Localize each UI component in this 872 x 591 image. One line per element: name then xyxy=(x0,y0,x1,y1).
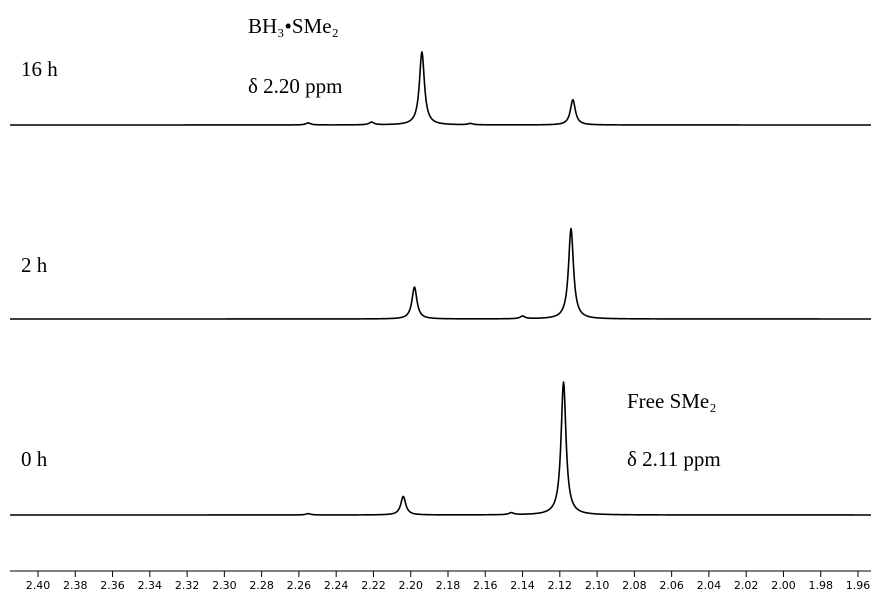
x-tick-label-18: 2.04 xyxy=(697,579,722,591)
x-tick-label-6: 2.28 xyxy=(249,579,274,591)
x-tick-label-22: 1.96 xyxy=(846,579,871,591)
annotations: BH₃•SMe₂ δ 2.20 ppm Free SMe₂ δ 2.11 ppm xyxy=(248,14,721,471)
x-tick-label-1: 2.38 xyxy=(63,579,88,591)
trace-label-0h: 0 h xyxy=(21,447,48,471)
spectrum-traces xyxy=(9,51,872,516)
x-tick-label-19: 2.02 xyxy=(734,579,759,591)
x-tick-label-20: 2.00 xyxy=(771,579,796,591)
x-axis-ticks: 2.40 2.38 2.36 2.34 2.32 2.30 2.28 2.26 2.24 2.22… xyxy=(26,571,871,591)
x-tick-label-0: 2.40 xyxy=(26,579,51,591)
x-tick-label-5: 2.30 xyxy=(212,579,237,591)
x-tick-label-7: 2.26 xyxy=(287,579,312,591)
free-shift-label: δ 2.11 ppm xyxy=(627,447,721,471)
free-sme2-label: Free SMe₂ xyxy=(627,389,717,413)
x-tick-label-17: 2.06 xyxy=(659,579,684,591)
x-tick-label-11: 2.18 xyxy=(436,579,461,591)
x-tick-label-4: 2.32 xyxy=(175,579,200,591)
trace-0h xyxy=(9,381,872,516)
trace-16h xyxy=(9,51,872,126)
x-tick-label-21: 1.98 xyxy=(808,579,833,591)
trace-label-16h: 16 h xyxy=(21,57,58,81)
x-tick-label-12: 2.16 xyxy=(473,579,498,591)
trace-label-2h: 2 h xyxy=(21,253,48,277)
bh3-complex-label: BH₃•SMe₂ xyxy=(248,14,339,38)
x-tick-label-10: 2.20 xyxy=(398,579,423,591)
x-tick-label-15: 2.10 xyxy=(585,579,610,591)
x-tick-label-3: 2.34 xyxy=(138,579,163,591)
trace-labels: 16 h 2 h 0 h xyxy=(21,57,58,471)
x-tick-label-13: 2.14 xyxy=(510,579,535,591)
x-tick-label-14: 2.12 xyxy=(548,579,573,591)
x-tick-label-8: 2.24 xyxy=(324,579,349,591)
bh3-shift-label: δ 2.20 ppm xyxy=(248,74,342,98)
trace-2h xyxy=(9,227,872,320)
x-tick-label-9: 2.22 xyxy=(361,579,386,591)
x-tick-label-16: 2.08 xyxy=(622,579,647,591)
x-tick-label-2: 2.36 xyxy=(100,579,125,591)
